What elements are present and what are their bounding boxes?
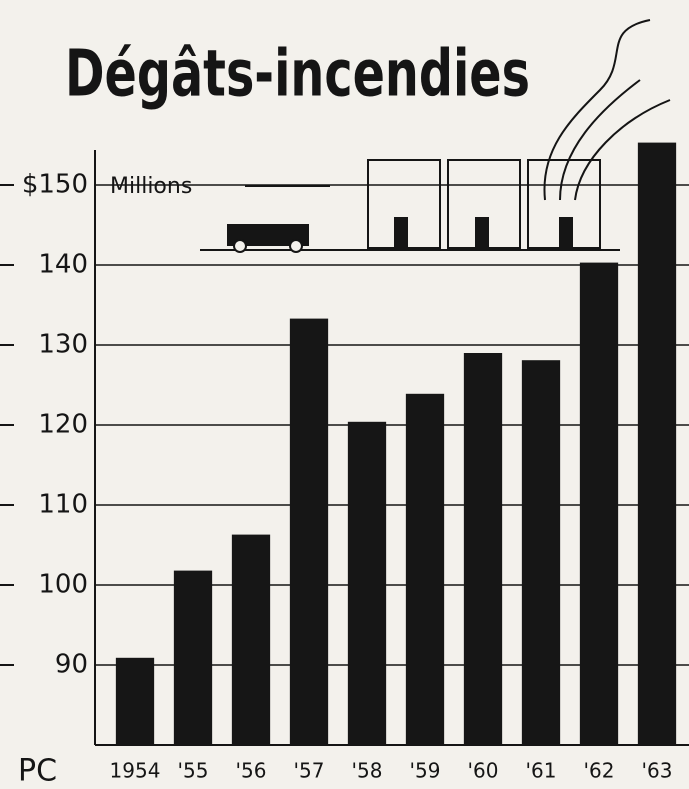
bar (174, 571, 212, 745)
chart: Dégâts-incendies Millions PC 90 100 110 120… (0, 0, 689, 789)
x-tick-label: '55 (178, 759, 209, 783)
bar (232, 535, 270, 745)
bar (522, 360, 560, 745)
bar (406, 394, 444, 745)
y-axis-label: Millions (110, 174, 192, 199)
bar (464, 353, 502, 745)
bar (580, 263, 618, 745)
y-tick-label: 110 (38, 490, 88, 520)
y-tick-label: 140 (38, 250, 88, 280)
x-tick-label: '57 (294, 759, 325, 783)
x-tick-label: '59 (410, 759, 441, 783)
bar (116, 658, 154, 745)
chart-title: Dégâts-incendies (65, 38, 530, 112)
x-tick-label: '61 (526, 759, 557, 783)
x-tick-label: '58 (352, 759, 383, 783)
footnote: PC (18, 754, 57, 789)
x-tick-label: '56 (236, 759, 267, 783)
bar (638, 143, 676, 745)
x-tick-label: '63 (642, 759, 673, 783)
y-tick-label: 120 (38, 410, 88, 440)
y-tick-label: 90 (55, 650, 88, 680)
x-tick-label: 1954 (110, 759, 161, 783)
y-tick-label: $150 (22, 170, 88, 200)
bar (348, 422, 386, 745)
y-tick-label: 130 (38, 330, 88, 360)
x-tick-label: '60 (468, 759, 499, 783)
y-tick-label: 100 (38, 570, 88, 600)
x-tick-label: '62 (584, 759, 615, 783)
bar (290, 319, 328, 745)
